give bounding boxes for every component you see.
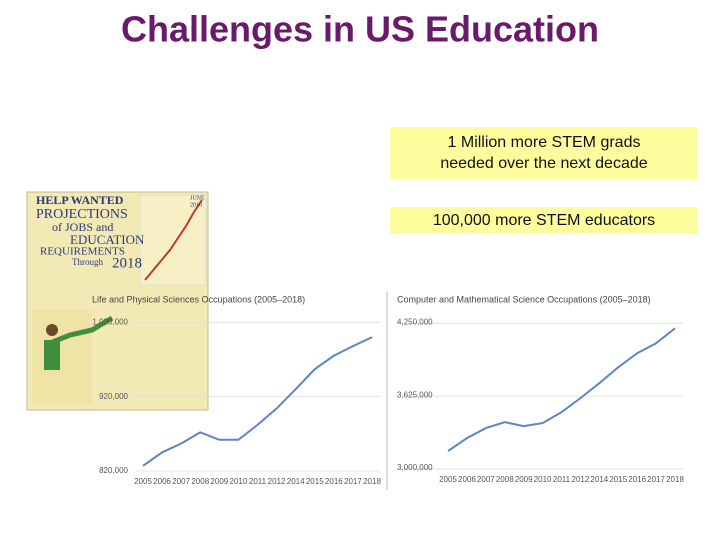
y-tick-label: 920,000: [99, 392, 128, 401]
x-tick-label: 2010: [534, 475, 552, 484]
x-tick-label: 2008: [191, 477, 209, 486]
chart-title: Life and Physical Sciences Occupations (…: [92, 294, 305, 304]
x-tick-label: 2006: [458, 475, 476, 484]
cover-line: [144, 199, 203, 281]
cover-figure-body: [44, 340, 60, 370]
cover-text: REQUIREMENTS: [40, 246, 125, 258]
cover-text: 2018: [112, 255, 142, 271]
x-tick-label: 2007: [172, 477, 190, 486]
cover-figure-head: [46, 324, 58, 336]
callout-box: [390, 127, 698, 179]
x-tick-label: 2005: [439, 475, 457, 484]
y-tick-label: 820,000: [99, 466, 128, 475]
x-tick-label: 2012: [268, 477, 286, 486]
y-tick-label: 3,000,000: [397, 463, 433, 472]
cover-text: JUNE: [190, 195, 205, 201]
cover-panel: [32, 310, 92, 405]
callout-box: [390, 207, 698, 234]
x-tick-label: 2016: [628, 475, 646, 484]
x-tick-label: 2014: [590, 475, 608, 484]
cover-border: [26, 191, 209, 411]
data-line: [447, 327, 676, 452]
x-tick-label: 2011: [553, 475, 571, 484]
x-tick-label: 2018: [666, 475, 684, 484]
x-tick-label: 2015: [306, 477, 324, 486]
x-tick-label: 2015: [609, 475, 627, 484]
y-tick-label: 1,020,000: [92, 317, 128, 326]
cover-text: of JOBS and: [52, 220, 113, 234]
x-tick-label: 2017: [647, 475, 665, 484]
y-tick-label: 3,625,000: [397, 390, 433, 399]
x-tick-label: 2005: [134, 477, 152, 486]
x-tick-label: 2010: [230, 477, 248, 486]
chart-title: Computer and Mathematical Science Occupa…: [397, 294, 651, 304]
cover-text: HELP WANTED: [36, 193, 124, 207]
x-tick-label: 2014: [287, 477, 305, 486]
x-tick-label: 2008: [496, 475, 514, 484]
x-tick-label: 2009: [210, 477, 228, 486]
slide-title: Challenges in US Education: [121, 9, 599, 50]
x-tick-label: 2017: [344, 477, 362, 486]
x-tick-label: 2018: [363, 477, 381, 486]
callout-text: needed over the next decade: [440, 155, 647, 172]
cover-text: EDUCATION: [70, 232, 145, 247]
data-line: [142, 336, 373, 467]
y-tick-label: 4,250,000: [397, 317, 433, 326]
x-tick-label: 2011: [249, 477, 267, 486]
x-tick-label: 2007: [477, 475, 495, 484]
callout-text: 100,000 more STEM educators: [433, 212, 655, 229]
cover-text: 2010: [190, 202, 202, 208]
callout-text: 1 Million more STEM grads: [448, 134, 641, 151]
x-tick-label: 2012: [572, 475, 590, 484]
cover-text: Through: [72, 257, 103, 267]
cover-text: PROJECTIONS: [36, 207, 128, 222]
book-cover: HELP WANTED JUNE 2010 PROJECTIONS of JOB…: [26, 191, 209, 411]
x-tick-label: 2009: [515, 475, 533, 484]
x-tick-label: 2006: [153, 477, 171, 486]
x-tick-label: 2016: [325, 477, 343, 486]
